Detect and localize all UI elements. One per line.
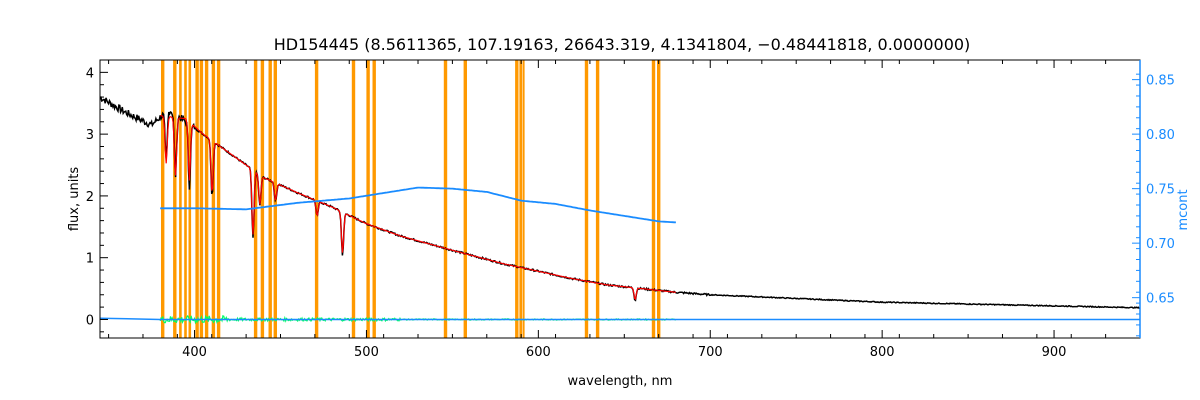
- y2-tick-label-0.65: 0.65: [1146, 292, 1175, 307]
- masked-region-0: [161, 60, 165, 338]
- y-tick-label-3: 3: [86, 128, 94, 143]
- chart-title: HD154445 (8.5611365, 107.19163, 26643.31…: [274, 35, 971, 54]
- x-tick-label-400: 400: [182, 345, 207, 360]
- masked-region-7: [204, 60, 209, 338]
- y-tick-label-1: 1: [86, 252, 94, 267]
- x-tick-label-700: 700: [698, 345, 723, 360]
- masked-region-22: [522, 60, 525, 338]
- y-tick-label-0: 0: [86, 313, 94, 328]
- masked-region-26: [657, 60, 661, 338]
- masked-region-19: [463, 60, 467, 338]
- masked-region-17: [372, 60, 376, 338]
- masked-region-21: [519, 60, 522, 338]
- masked-region-3: [184, 60, 187, 338]
- x-tick-label-600: 600: [526, 345, 551, 360]
- masked-region-18: [443, 60, 448, 338]
- masked-region-15: [351, 60, 356, 338]
- masked-region-8: [211, 60, 216, 338]
- masked-region-14: [314, 60, 319, 338]
- masked-region-5: [195, 60, 199, 338]
- series-layer: [99, 96, 1141, 325]
- masked-region-6: [199, 60, 204, 338]
- masked-region-4: [188, 60, 192, 338]
- y2-tick-label-0.75: 0.75: [1146, 183, 1175, 198]
- y-tick-label-4: 4: [86, 66, 94, 81]
- axes-layer: 400 500 600 700 800 900 0 1 2 3 4 0.65 0.70 0.75 0.80 0…: [86, 60, 1175, 360]
- model-spectrum-line: [160, 115, 676, 301]
- mcont-flat-line: [99, 317, 1140, 321]
- masked-region-23: [584, 60, 589, 338]
- masked-region-16: [366, 60, 370, 338]
- x-tick-label-800: 800: [870, 345, 895, 360]
- y-tick-label-2: 2: [86, 190, 94, 205]
- masked-region-9: [216, 60, 221, 338]
- masked-region-2: [179, 60, 182, 338]
- y2-tick-label-0.8: 0.80: [1146, 128, 1175, 143]
- mcont-curve-line: [160, 186, 676, 224]
- masked-region-10: [253, 60, 258, 338]
- masked-region-12: [268, 60, 272, 338]
- y2-axis-label: mcont: [1176, 189, 1191, 230]
- masked-region-25: [651, 60, 656, 338]
- masked-region-24: [595, 60, 600, 338]
- x-tick-label-500: 500: [354, 345, 379, 360]
- y2-tick-label-0.7: 0.70: [1146, 237, 1175, 252]
- y-axis-label: flux, units: [67, 167, 82, 232]
- masked-regions: [161, 60, 661, 338]
- y2-tick-label-0.85: 0.85: [1146, 74, 1175, 89]
- x-tick-label-900: 900: [1042, 345, 1067, 360]
- masked-region-11: [260, 60, 265, 338]
- x-axis-label: wavelength, nm: [568, 374, 673, 389]
- masked-region-1: [173, 60, 177, 338]
